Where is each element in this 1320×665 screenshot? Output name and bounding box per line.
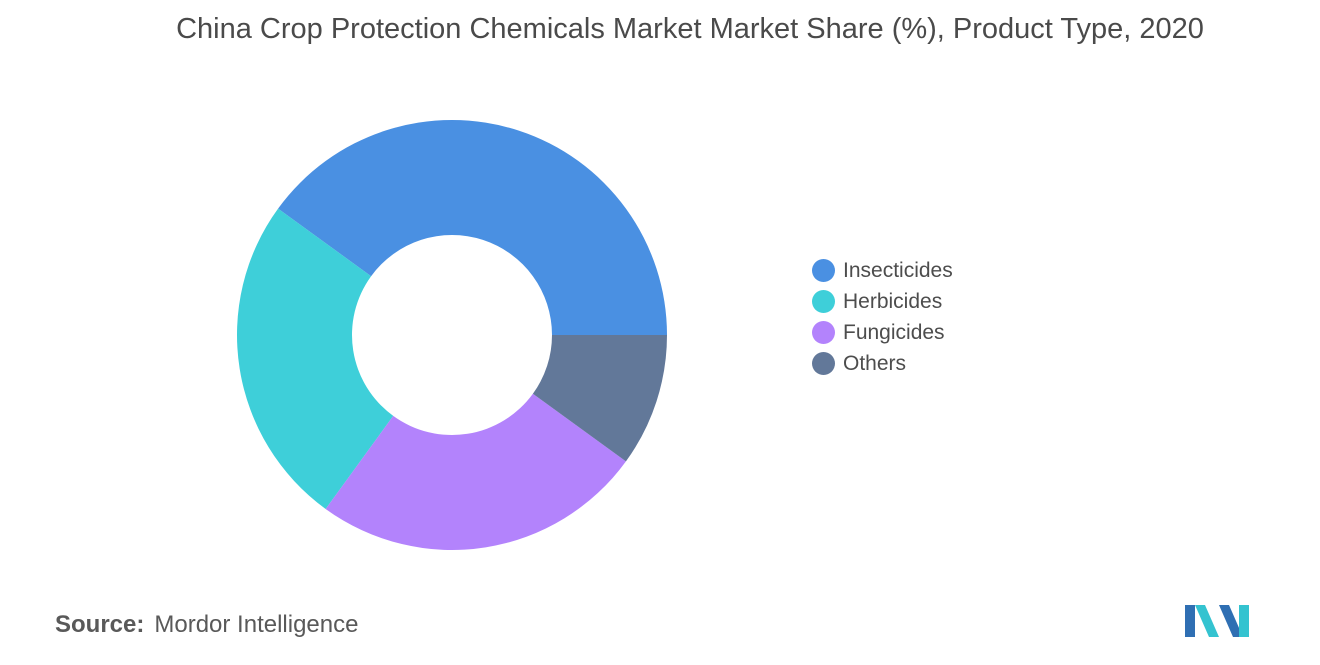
mordor-intelligence-logo [1185,605,1249,637]
legend-label-others: Others [843,351,907,375]
legend: Insecticides Herbicides Fungicides Other… [812,255,953,379]
donut-slices [237,119,667,550]
logo-left-bar [1185,605,1195,637]
legend-swatch-fungicides [812,321,835,344]
legend-label-herbicides: Herbicides [843,289,943,313]
legend-item-herbicides: Herbicides [812,286,953,317]
donut-slice-others [532,335,667,462]
donut-slice-insecticides [278,119,667,335]
legend-label-insecticides: Insecticides [843,258,953,282]
donut-slice-fungicides [325,393,626,550]
donut-slice-herbicides [237,208,394,509]
legend-item-insecticides: Insecticides [812,255,953,286]
legend-item-others: Others [812,348,953,379]
source-note: Source: Mordor Intelligence [55,611,358,639]
logo-left-diagonal [1195,605,1219,637]
source-text: Mordor Intelligence [154,611,359,638]
legend-label-fungicides: Fungicides [843,320,945,344]
chart-title: China Crop Protection Chemicals Market M… [176,13,1204,45]
legend-swatch-herbicides [812,290,835,313]
legend-item-fungicides: Fungicides [812,317,953,348]
logo-right-diagonal [1219,605,1243,637]
legend-swatch-insecticides [812,259,835,282]
logo-right-bar [1239,605,1249,637]
legend-swatch-others [812,352,835,375]
source-label: Source: [55,611,145,638]
